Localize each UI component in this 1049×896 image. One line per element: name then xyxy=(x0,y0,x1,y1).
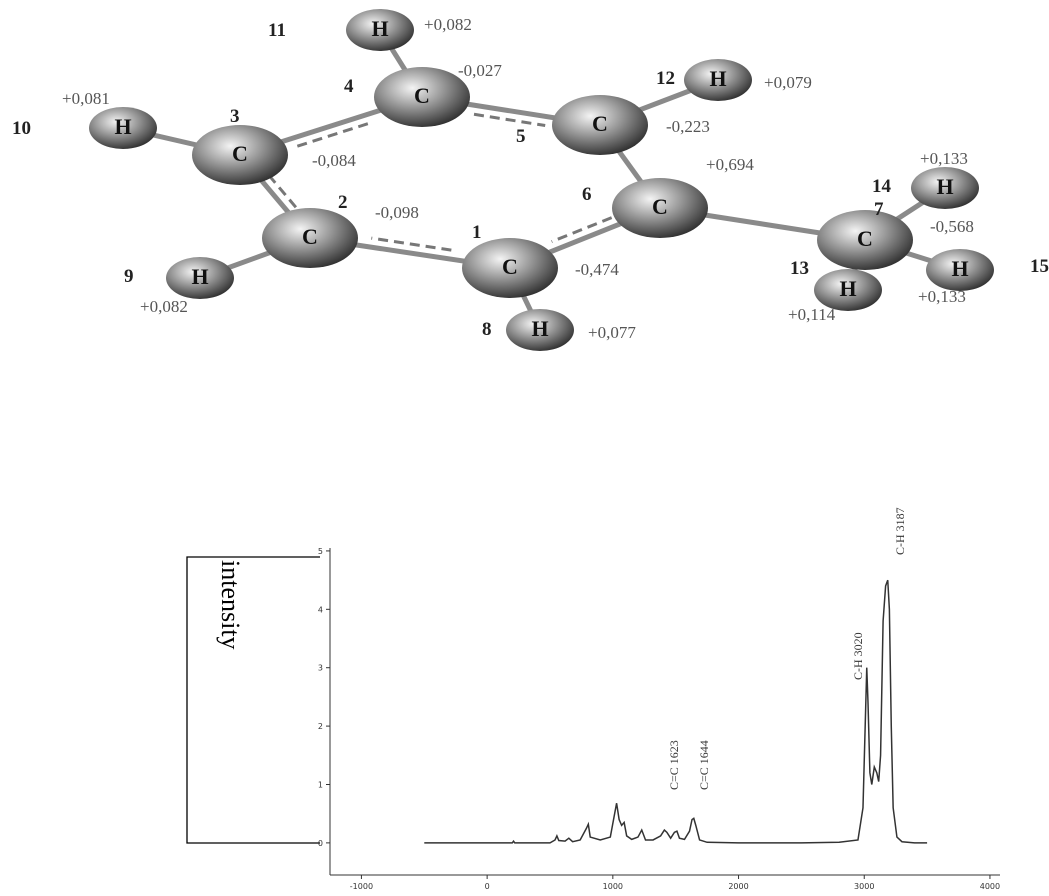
x-tick-label: 0 xyxy=(485,882,490,891)
atom-number: 1 xyxy=(472,222,482,243)
atom-number: 10 xyxy=(12,118,31,139)
atom-number: 15 xyxy=(1030,256,1049,277)
atom-charge: -0,084 xyxy=(312,151,356,170)
atom-element: C xyxy=(414,83,430,108)
x-tick-label: 4000 xyxy=(980,882,1000,891)
peak-annotation: C-H 3020 xyxy=(851,632,865,680)
atom-number: 14 xyxy=(872,176,892,197)
atoms: C1-0,474C2-0,098C3-0,084C4-0,027C5-0,223… xyxy=(12,9,1049,351)
atom-number: 6 xyxy=(582,184,592,205)
x-tick-label: 1000 xyxy=(603,882,623,891)
atom-number: 8 xyxy=(482,319,492,340)
spectrum-line xyxy=(424,580,927,843)
chart: intensity 0 1 2 3 4 5 -1000 0 1000 2000 3000 4000 C=… xyxy=(187,507,1000,891)
atom-charge: -0,223 xyxy=(666,117,710,136)
y-tick-label: 0 xyxy=(318,839,323,848)
atom-element: C xyxy=(857,226,873,251)
atom-charge: +0,082 xyxy=(140,297,188,316)
atom-element: H xyxy=(936,174,953,199)
atom-number: 4 xyxy=(344,76,354,97)
atom-number: 12 xyxy=(656,68,675,89)
atom-element: H xyxy=(191,264,208,289)
x-tick-label: 2000 xyxy=(728,882,748,891)
y-tick-label: 5 xyxy=(318,547,323,556)
atom-charge: +0,114 xyxy=(788,305,836,324)
atom-charge: +0,694 xyxy=(706,155,754,174)
peak-annotation: C=C 1623 xyxy=(667,740,681,790)
atom-element: C xyxy=(592,111,608,136)
page: C1-0,474C2-0,098C3-0,084C4-0,027C5-0,223… xyxy=(0,0,1049,896)
atom-element: H xyxy=(839,276,856,301)
atom-element: C xyxy=(232,141,248,166)
atom-number: 5 xyxy=(516,126,526,147)
atom-number: 11 xyxy=(268,20,286,41)
y-tick-label: 2 xyxy=(318,722,323,731)
atom-element: C xyxy=(652,194,668,219)
atom-number: 3 xyxy=(230,106,240,127)
atom-charge: -0,027 xyxy=(458,61,502,80)
atom-charge: +0,082 xyxy=(424,15,472,34)
peak-annotation: C-H 3187 xyxy=(893,507,907,555)
atom-charge: +0,081 xyxy=(62,89,110,108)
atom-number: 9 xyxy=(124,266,134,287)
atom-number: 7 xyxy=(874,199,884,220)
atom-element: H xyxy=(531,316,548,341)
y-tick-label: 4 xyxy=(318,605,323,614)
atom-element: C xyxy=(502,254,518,279)
atom-number: 13 xyxy=(790,258,809,279)
y-tick-label: 1 xyxy=(318,780,323,789)
x-tick-label: -1000 xyxy=(350,882,373,891)
atom-charge: +0,133 xyxy=(918,287,966,306)
atom-element: H xyxy=(371,16,388,41)
atom-charge: +0,077 xyxy=(588,323,636,342)
atom-charge: +0,079 xyxy=(764,73,812,92)
y-tick-label: 3 xyxy=(318,664,323,673)
atom-charge: -0,098 xyxy=(375,203,419,222)
atom-element: H xyxy=(709,66,726,91)
y-axis-label: intensity xyxy=(216,560,245,650)
atom-element: H xyxy=(114,114,131,139)
atom-charge: +0,133 xyxy=(920,149,968,168)
label-box xyxy=(187,557,320,843)
atom-number: 2 xyxy=(338,192,348,213)
atom-element: H xyxy=(951,256,968,281)
atom-charge: -0,474 xyxy=(575,260,619,279)
atom-charge: -0,568 xyxy=(930,217,974,236)
atom-element: C xyxy=(302,224,318,249)
x-tick-label: 3000 xyxy=(854,882,874,891)
peak-annotation: C=C 1644 xyxy=(697,740,711,790)
